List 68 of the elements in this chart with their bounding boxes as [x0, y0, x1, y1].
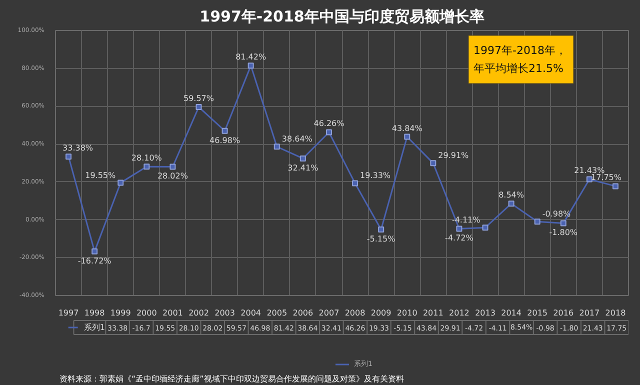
- x-tick-label: 2017: [579, 308, 600, 318]
- data-label: -1.80%: [549, 228, 578, 238]
- data-label: 19.55%: [85, 170, 116, 180]
- point: [196, 104, 202, 110]
- data-label: 29.91%: [438, 151, 470, 160]
- x-tick-label: 2011: [422, 308, 444, 318]
- point: [482, 224, 488, 231]
- legend-label: 系列1: [84, 323, 106, 332]
- data-label: 32.41%: [288, 163, 319, 172]
- x-tick-label: 2016: [553, 308, 574, 318]
- point: [326, 129, 332, 136]
- x-tick-label: 2009: [370, 308, 392, 318]
- data-label: 8.54%: [498, 190, 524, 200]
- data-label: -16.72%: [78, 256, 112, 266]
- point: [352, 180, 358, 186]
- x-tick-label: 2018: [605, 308, 626, 318]
- annotation: 年平均增长21.5%: [474, 62, 564, 75]
- x-tick-label: 2005: [266, 308, 288, 318]
- data-label: 59.57%: [184, 94, 214, 104]
- point: [274, 144, 280, 150]
- x-tick-label: 2007: [318, 308, 340, 318]
- point: [92, 248, 98, 254]
- data-label: 46.98%: [210, 136, 240, 145]
- x-tick-label: 1997: [58, 308, 79, 318]
- data-label: 38.64%: [282, 134, 313, 144]
- point: [170, 164, 176, 170]
- point: [378, 226, 384, 233]
- point: [66, 154, 72, 160]
- data-label: 28.02%: [157, 172, 188, 181]
- data-label: 46.26%: [314, 119, 345, 128]
- x-tick-label: 2000: [136, 308, 157, 318]
- annotation: 1997年-2018年，: [474, 44, 566, 57]
- x-tick-label: 2008: [344, 308, 366, 318]
- x-tick-label: 2003: [214, 308, 235, 318]
- x-tick-label: 2006: [292, 308, 314, 318]
- point: [118, 180, 124, 186]
- x-tick-label: 2014: [501, 308, 522, 318]
- data-label: 17.75%: [590, 173, 622, 182]
- data-label: 33.38%: [62, 144, 94, 153]
- point: [222, 128, 228, 134]
- point: [534, 218, 540, 225]
- x-tick-label: 2012: [449, 308, 470, 318]
- data-label: 43.84%: [392, 124, 423, 133]
- x-tick-label: 2010: [396, 308, 418, 318]
- data-label: 28.10%: [131, 154, 162, 163]
- data-label: 19.33%: [360, 171, 391, 180]
- point: [404, 134, 410, 140]
- text: 资料来源：郭素娟《“孟中印缅经济走廊”视域下中印双边贸易合作发展的问题及对策》及有关资料: [60, 374, 404, 384]
- point: [508, 200, 514, 207]
- x-tick-label: 2013: [475, 308, 496, 318]
- x-tick-label: 2015: [527, 308, 548, 318]
- point: [456, 226, 462, 232]
- point: [430, 160, 436, 166]
- point: [612, 183, 618, 190]
- point: [560, 220, 566, 226]
- data-label: -5.15%: [366, 234, 396, 244]
- point: [248, 62, 254, 69]
- x-tick-label: 1998: [84, 308, 105, 318]
- chart-title: 1997年-2018年中国与印度贸易额增长率: [200, 8, 484, 26]
- x-tick-label: 2004: [240, 308, 262, 318]
- point: [144, 164, 150, 170]
- x-tick-label: 2001: [162, 308, 183, 318]
- data-label: 21.43%: [574, 166, 606, 176]
- x-tick-label: 2002: [188, 308, 209, 318]
- data-label: -4.72%: [445, 234, 474, 243]
- data-label: 81.42%: [236, 52, 266, 62]
- point: [300, 155, 306, 162]
- x-tick-label: 1999: [110, 308, 131, 318]
